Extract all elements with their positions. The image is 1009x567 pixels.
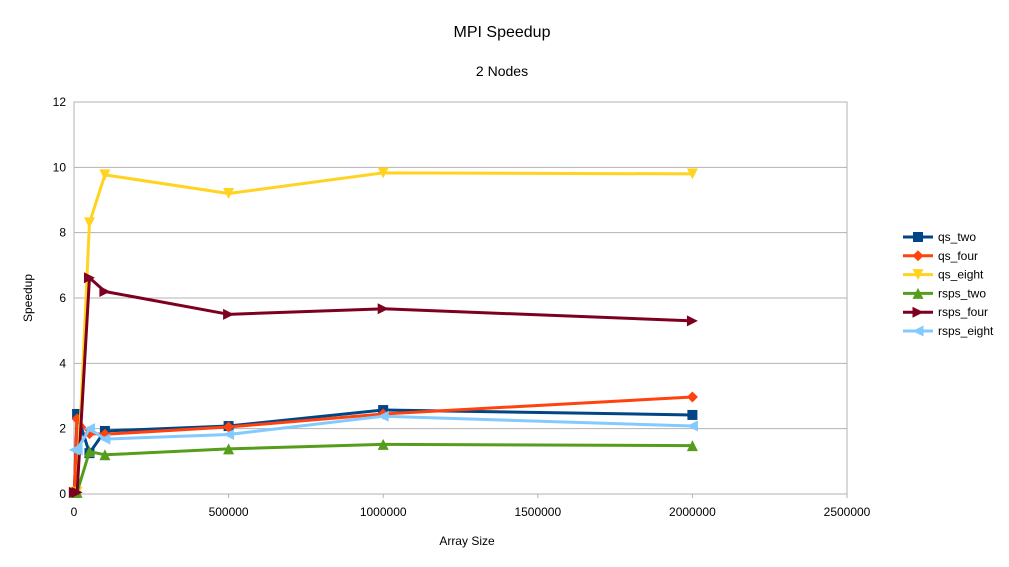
legend-label-rsps_eight: rsps_eight	[938, 324, 994, 338]
legend-marker-qs_eight	[912, 269, 924, 281]
data-point-rsps_four	[377, 303, 389, 315]
x-tick-label: 2500000	[824, 505, 871, 519]
data-point-qs_two	[687, 409, 698, 420]
data-point-rsps_eight	[686, 420, 698, 432]
plot-area: 0 2 4 6 8 10 12 0 500000 1000000 1500000 2000000 250…	[53, 95, 871, 519]
x-tick-label: 1000000	[360, 505, 407, 519]
data-point-qs_eight	[223, 187, 235, 199]
data-point-rsps_eight	[71, 444, 83, 456]
legend-marker-rsps_two	[912, 287, 924, 299]
legend-marker-qs_four	[912, 250, 924, 262]
data-point-rsps_four	[71, 486, 83, 498]
data-point-rsps_eight	[223, 429, 235, 441]
y-tick-label: 8	[59, 226, 66, 240]
x-tick-label: 2000000	[669, 505, 716, 519]
legend-label-qs_eight: qs_eight	[938, 268, 984, 282]
y-tick-label: 6	[59, 291, 66, 305]
legend-label-rsps_two: rsps_two	[938, 286, 986, 300]
legend-label-rsps_four: rsps_four	[938, 305, 988, 319]
data-point-rsps_eight	[83, 423, 95, 435]
data-point-rsps_four	[99, 285, 111, 297]
x-tick-label: 500000	[209, 505, 249, 519]
data-point-rsps_eight	[377, 410, 389, 422]
data-point-rsps_four	[223, 308, 235, 320]
y-axis-label: Speedup	[21, 274, 35, 322]
plot-frame	[73, 101, 848, 495]
legend: qs_two qs_four qs_eight rsps_two rsps_fourrs…	[903, 230, 994, 338]
x-tick-label: 0	[71, 505, 78, 519]
data-point-qs_eight	[377, 167, 389, 179]
legend-label-qs_four: qs_four	[938, 249, 978, 263]
data-point-rsps_two	[83, 446, 95, 458]
data-point-rsps_two	[686, 440, 698, 452]
data-point-qs_eight	[686, 168, 698, 180]
x-axis-label: Array Size	[439, 534, 495, 548]
x-tick-label: 1500000	[514, 505, 561, 519]
data-point-rsps_two	[99, 449, 111, 461]
data-point-qs_four	[223, 421, 235, 433]
data-point-rsps_four	[83, 272, 95, 284]
chart-subtitle: 2 Nodes	[476, 63, 528, 79]
data-point-qs_eight	[99, 169, 111, 181]
y-tick-label: 0	[59, 487, 66, 501]
y-tick-label: 10	[53, 160, 67, 174]
data-point-rsps_four	[686, 315, 698, 327]
data-point-qs_four	[686, 391, 698, 403]
data-point-rsps_eight	[99, 433, 111, 445]
y-tick-label: 12	[53, 95, 67, 109]
chart-title: MPI Speedup	[454, 24, 551, 41]
legend-marker-rsps_eight	[912, 325, 924, 337]
data-point-qs_eight	[83, 217, 95, 229]
y-tick-label: 4	[59, 356, 66, 370]
data-point-rsps_two	[377, 438, 389, 450]
series-line-rsps_two	[74, 442, 693, 494]
data-point-rsps_two	[223, 443, 235, 455]
legend-marker-qs_two	[913, 232, 923, 242]
y-tick-label: 2	[59, 422, 66, 436]
legend-marker-rsps_four	[912, 306, 924, 318]
legend-label-qs_two: qs_two	[938, 230, 976, 244]
